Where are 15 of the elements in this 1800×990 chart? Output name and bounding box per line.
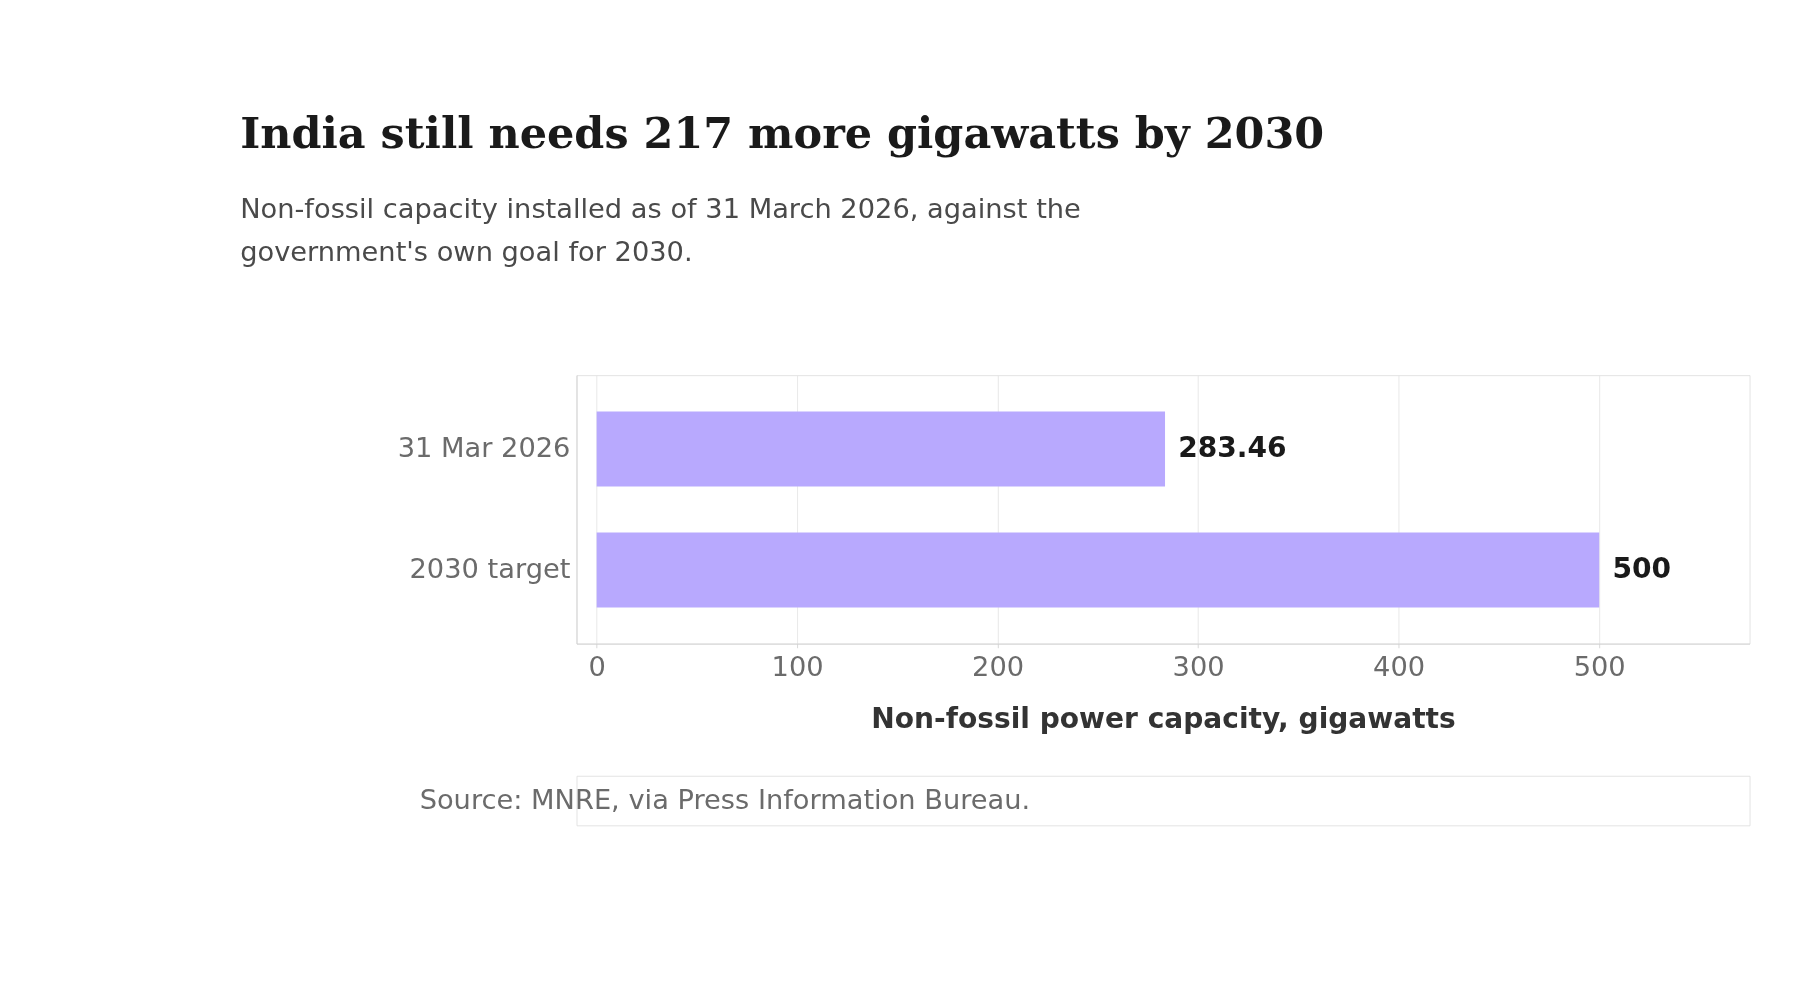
x-axis-title: Non-fossil power capacity, gigawatts	[871, 701, 1456, 735]
x-tick-label: 400	[1373, 651, 1426, 683]
y-tick-label: 31 Mar 2026	[397, 432, 571, 464]
y-tick-label: 2030 target	[409, 553, 571, 585]
data-label: 500	[1612, 552, 1672, 586]
x-tick-label: 500	[1573, 651, 1626, 683]
source-note: Source: MNRE, via Press Information Bureau.	[419, 783, 1031, 815]
data-label: 283.46	[1178, 431, 1287, 465]
chart-title: India still needs 217 more gigawatts by 2030	[240, 108, 1325, 159]
text: government's own goal for 2030.	[240, 236, 693, 268]
x-tick-label: 200	[972, 651, 1025, 683]
x-tick-label: 300	[1172, 651, 1225, 683]
x-tick-label: 0	[588, 651, 606, 683]
text: Non-fossil capacity installed as of 31 March 2026, against the	[240, 193, 1081, 225]
x-tick-label: 100	[771, 651, 824, 683]
